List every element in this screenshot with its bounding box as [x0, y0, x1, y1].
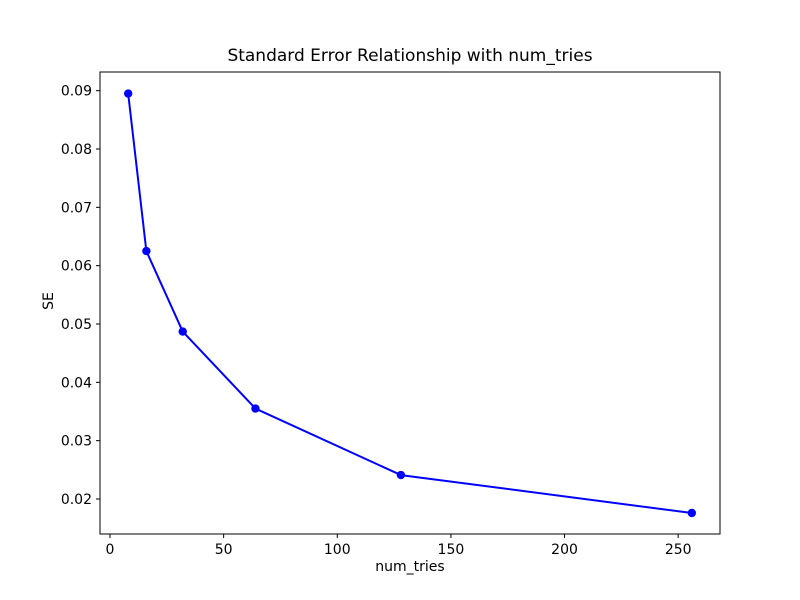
data-point-marker [123, 89, 133, 98]
y-tick-label: 0.02 [61, 492, 92, 508]
y-tick-label: 0.08 [61, 142, 92, 158]
data-point-marker [396, 470, 406, 480]
x-tick-label: 250 [665, 542, 692, 558]
plot-border [99, 71, 721, 535]
y-tick-label: 0.06 [61, 259, 92, 275]
y-tick-label: 0.07 [61, 200, 92, 216]
x-tick-label: 0 [106, 542, 115, 558]
data-point-marker [142, 246, 151, 256]
chart-title: Standard Error Relationship with num_tri… [227, 46, 593, 66]
x-axis-label: num_tries [375, 559, 445, 575]
x-tick-label: 150 [438, 542, 465, 558]
data-point-marker [687, 508, 697, 518]
data-line [127, 93, 692, 514]
data-point-marker [178, 327, 187, 336]
y-tick-label: 0.05 [61, 317, 92, 333]
x-tick-label: 100 [324, 542, 351, 558]
x-tick-label: 200 [551, 542, 578, 558]
data-point-marker [251, 404, 260, 413]
y-axis-label: SE [41, 292, 57, 310]
x-tick-label: 50 [215, 542, 233, 558]
y-tick-label: 0.03 [61, 434, 92, 450]
y-tick-label: 0.04 [61, 375, 92, 391]
y-tick-label: 0.09 [61, 84, 92, 100]
